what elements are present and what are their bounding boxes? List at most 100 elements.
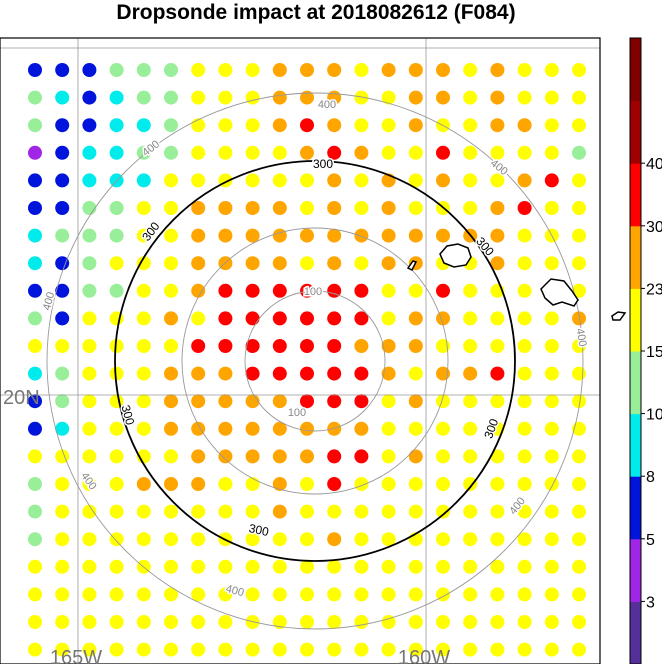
ring-label-100: 100 [304, 286, 322, 298]
impact-dot-yellow [164, 283, 178, 298]
impact-dot-yellow [272, 642, 287, 657]
impact-dot-yellow [354, 201, 369, 215]
impact-dot-blue [55, 145, 70, 160]
impact-dot-yellow [544, 201, 559, 215]
impact-dot-green [164, 90, 178, 105]
impact-dot-blue [82, 90, 97, 105]
impact-dot-green [55, 394, 70, 409]
impact-dot-green [82, 256, 97, 271]
impact-dot-green [136, 145, 151, 160]
impact-dot-yellow [109, 339, 124, 353]
impact-dot-yellow [381, 504, 396, 519]
impact-dot-yellow [136, 256, 151, 271]
impact-dot-yellow [354, 587, 369, 602]
impact-dot-yellow [327, 504, 342, 519]
impact-dot-yellow [463, 311, 478, 326]
impact-dot-yellow [544, 145, 559, 160]
impact-dot-yellow [327, 587, 342, 602]
colorbar-label: 30 [646, 219, 662, 236]
impact-dot-yellow [82, 615, 97, 629]
impact-dot-yellow [572, 256, 586, 271]
impact-dot-yellow [109, 642, 124, 657]
map-title: Dropsonde impact at 2018082612 (F084) [116, 1, 516, 24]
impact-dot-cyan [55, 421, 70, 436]
impact-dot-yellow [436, 449, 450, 464]
impact-dot-yellow [245, 532, 260, 547]
impact-dot-red [354, 311, 369, 326]
impact-dot-yellow [408, 283, 423, 298]
impact-dot-red [300, 118, 314, 133]
impact-dot-yellow [381, 118, 396, 133]
impact-dot-orange [381, 366, 396, 381]
impact-dot-orange [300, 228, 314, 243]
impact-dot-orange [490, 118, 505, 133]
impact-dot-yellow [191, 311, 206, 326]
impact-dot-yellow [300, 504, 314, 519]
island-oahu [540, 278, 579, 307]
impact-dot-red [517, 201, 532, 215]
impact-dot-yellow [463, 339, 478, 353]
impact-dot-red [490, 366, 505, 381]
impact-dot-yellow [517, 421, 532, 436]
impact-dot-orange [245, 449, 260, 464]
impact-dot-yellow [517, 311, 532, 326]
impact-dot-yellow [517, 145, 532, 160]
impact-dot-yellow [28, 642, 42, 657]
impact-dot-yellow [463, 118, 478, 133]
impact-dot-yellow [463, 145, 478, 160]
impact-dot-yellow [381, 477, 396, 491]
impact-dot-orange [218, 394, 233, 409]
impact-dot-red [544, 173, 559, 188]
impact-dot-yellow [572, 118, 586, 133]
impact-dot-red [272, 283, 287, 298]
impact-dot-blue [28, 63, 42, 77]
impact-dot-red [327, 283, 342, 298]
impact-dot-yellow [463, 615, 478, 629]
impact-dot-green [28, 90, 42, 105]
impact-dot-yellow [544, 339, 559, 353]
impact-dot-yellow [55, 559, 70, 574]
plot-frame [0, 37, 601, 664]
impact-dot-yellow [572, 394, 586, 409]
impact-dot-orange [272, 449, 287, 464]
impact-dot-yellow [408, 642, 423, 657]
impact-dot-yellow [490, 145, 505, 160]
impact-dot-yellow [191, 642, 206, 657]
impact-dot-yellow [109, 256, 124, 271]
impact-dot-yellow [544, 311, 559, 326]
colorbar-segment [630, 601, 641, 664]
impact-dot-yellow [82, 587, 97, 602]
impact-dot-purple [28, 145, 42, 160]
ring-label-400: 400 [488, 157, 510, 178]
impact-dot-yellow [544, 532, 559, 547]
impact-dot-yellow [463, 90, 478, 105]
impact-dot-yellow [381, 559, 396, 574]
impact-dot-blue [82, 118, 97, 133]
impact-dot-yellow [381, 145, 396, 160]
impact-dot-yellow [572, 90, 586, 105]
impact-dot-orange [327, 63, 342, 77]
impact-dot-yellow [136, 311, 151, 326]
impact-dot-yellow [517, 394, 532, 409]
ring-label-100: 100 [288, 407, 306, 419]
impact-dot-yellow [55, 615, 70, 629]
impact-dot-yellow [218, 90, 233, 105]
impact-dot-orange [327, 532, 342, 547]
impact-dot-orange [408, 228, 423, 243]
impact-dot-orange [272, 118, 287, 133]
impact-dot-yellow [381, 642, 396, 657]
impact-dot-orange [517, 118, 532, 133]
impact-dot-yellow [164, 173, 178, 188]
impact-dot-yellow [82, 504, 97, 519]
impact-dot-yellow [109, 366, 124, 381]
impact-dot-green [28, 477, 42, 491]
impact-dot-yellow [490, 642, 505, 657]
impact-dot-green [164, 63, 178, 77]
impact-dot-yellow [517, 477, 532, 491]
impact-dot-yellow [381, 311, 396, 326]
impact-dot-yellow [381, 615, 396, 629]
impact-dot-orange [191, 394, 206, 409]
impact-dot-orange [218, 228, 233, 243]
impact-dot-yellow [463, 394, 478, 409]
impact-dot-yellow [191, 173, 206, 188]
